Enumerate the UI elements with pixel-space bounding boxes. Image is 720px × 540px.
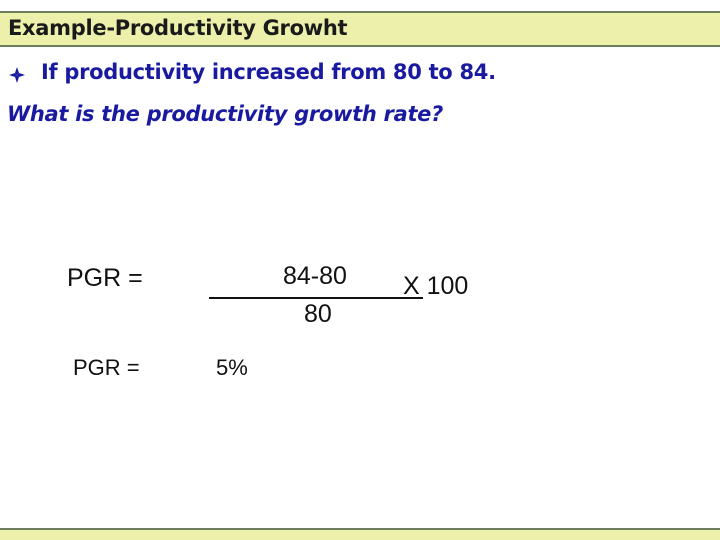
question-line-1: If productivity increased from 80 to 84. xyxy=(41,60,496,84)
fraction-line xyxy=(209,297,423,299)
result-label: PGR = xyxy=(73,355,140,380)
equation-label: PGR = xyxy=(67,264,143,292)
footer-bar xyxy=(0,528,720,540)
fraction-numerator: 84-80 xyxy=(283,262,347,290)
result-value: 5% xyxy=(216,355,248,380)
question-line-2: What is the productivity growth rate? xyxy=(7,102,444,126)
title-bar: Example-Productivity Growht xyxy=(0,11,720,47)
diamond-bullet-icon xyxy=(9,67,25,83)
slide-title: Example-Productivity Growht xyxy=(8,16,348,40)
fraction-denominator: 80 xyxy=(304,300,332,328)
multiplier: X 100 xyxy=(403,272,469,300)
